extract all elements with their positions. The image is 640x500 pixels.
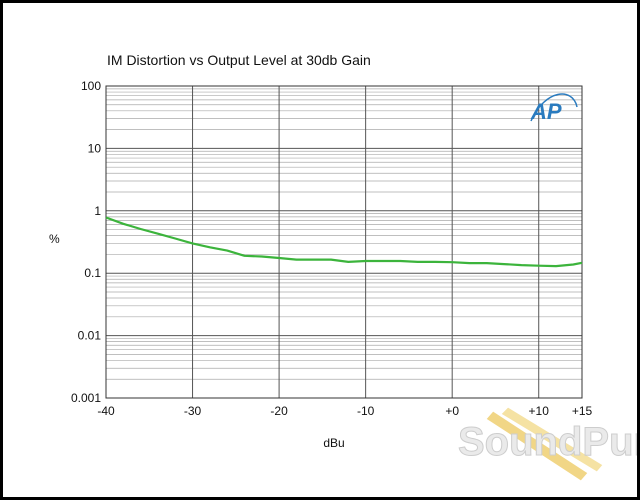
watermark-stripe-icon: [485, 410, 589, 482]
x-tick-labels: -40 -30 -20 -10 +0 +10 +15: [97, 404, 592, 418]
watermark-stripe-icon-2: [500, 406, 604, 473]
y-axis-label: %: [49, 232, 60, 246]
y-tick-label: 0.1: [84, 266, 101, 280]
y-tick-label: 100: [81, 79, 101, 93]
im-distortion-chart: IM Distortion vs Output Level at 30db Ga…: [49, 52, 637, 482]
series-layer: [105, 216, 583, 268]
x-tick-label: -20: [270, 404, 288, 418]
chart-title: IM Distortion vs Output Level at 30db Ga…: [107, 52, 371, 68]
plot-grid: [105, 86, 582, 399]
y-tick-label: 0.01: [78, 329, 102, 343]
ap-logo-swoosh: [530, 93, 578, 122]
ap-logo: AP: [530, 93, 578, 124]
ap-logo-text: AP: [530, 99, 562, 124]
soundpure-watermark: SoundPure: [458, 406, 637, 482]
x-tick-label: -40: [97, 404, 115, 418]
y-tick-label: 1: [94, 204, 101, 218]
plot-area-border: [105, 85, 583, 399]
watermark-text: SoundPure: [458, 420, 637, 464]
chart-frame: IM Distortion vs Output Level at 30db Ga…: [3, 3, 637, 497]
y-tick-label: 10: [88, 141, 102, 155]
x-tick-label: +0: [445, 404, 459, 418]
x-tick-label: -10: [357, 404, 375, 418]
series-line: [105, 216, 583, 268]
y-tick-labels: 0.001 0.01 0.1 1 10 100: [71, 79, 101, 405]
y-tick-label: 0.001: [71, 391, 101, 405]
x-tick-label: -30: [184, 404, 202, 418]
x-axis-label: dBu: [323, 436, 344, 450]
x-tick-label: +10: [529, 404, 550, 418]
x-tick-label: +15: [572, 404, 593, 418]
